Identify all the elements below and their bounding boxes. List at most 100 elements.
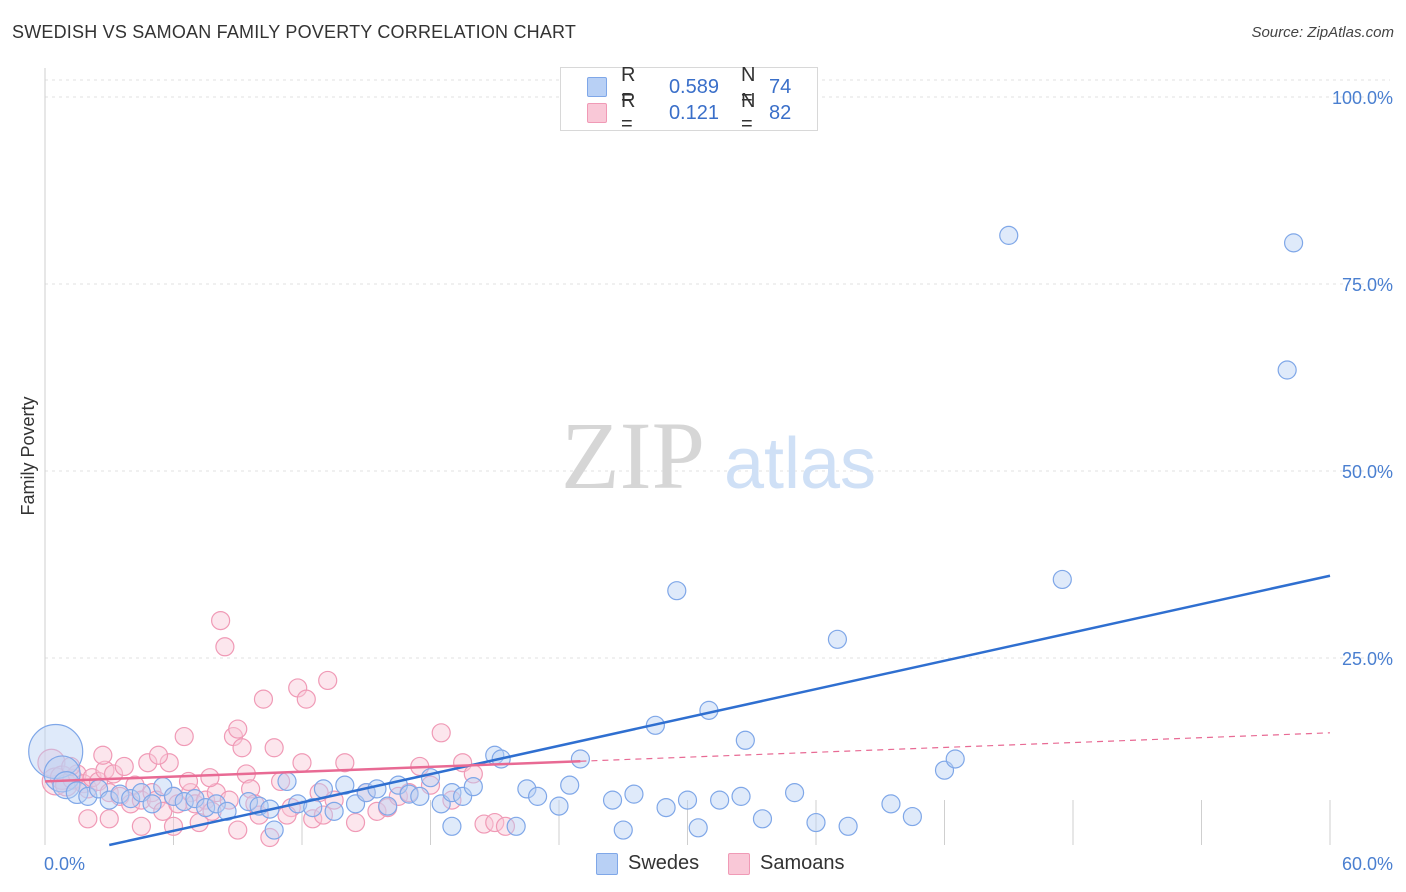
samoan-point — [303, 809, 323, 829]
legend-row-samoans: R = 0.121 N = 82 — [587, 90, 809, 135]
samoan-point — [232, 738, 252, 758]
legend-box: R = 0.589 N = 74 R = 0.121 N = 82 — [560, 64, 818, 135]
samoan-point — [148, 745, 169, 765]
legend-n-value: 82 — [769, 101, 792, 124]
swede-point — [688, 818, 708, 838]
swede-point — [410, 786, 430, 806]
watermark-atlas: atlas — [724, 424, 876, 504]
swede-point — [65, 781, 89, 805]
x-tick-label: 60.0% — [1342, 854, 1393, 874]
series-samoans — [37, 610, 516, 848]
trend-line-swedes — [108, 574, 1331, 847]
swede-point — [206, 794, 226, 814]
bottom-legend-label: Swedes — [628, 852, 700, 874]
swede-point — [1052, 569, 1072, 590]
samoan-point — [174, 726, 194, 747]
swede-point — [506, 816, 526, 836]
samoan-point — [296, 689, 316, 709]
trend-lines — [44, 574, 1331, 847]
legend-r-value: 0.121 — [668, 101, 719, 124]
samoan-point — [114, 756, 134, 777]
samoan-point — [292, 753, 312, 773]
legend-row-swedes: R = 0.589 N = 74 — [587, 64, 809, 109]
samoan-point — [313, 805, 334, 825]
swede-point — [78, 786, 98, 806]
swede-point — [667, 581, 687, 601]
swede-point — [277, 771, 297, 792]
samoan-point — [367, 801, 387, 821]
swede-point — [99, 790, 119, 810]
swede-point — [110, 784, 130, 804]
bottom-legend-swedes: Swedes — [596, 852, 699, 875]
swede-point — [945, 749, 965, 769]
swede-point — [735, 730, 755, 750]
bottom-swatch-samoans — [728, 852, 750, 875]
swede-point — [731, 786, 751, 806]
swede-point — [52, 771, 81, 800]
y-tick-label: 50.0% — [1342, 462, 1393, 482]
swede-point — [527, 786, 548, 806]
samoan-point — [99, 809, 119, 829]
swede-point — [442, 816, 462, 836]
swede-point — [517, 779, 537, 799]
samoan-point — [211, 610, 231, 631]
source-label: Source: ZipAtlas.com — [1251, 24, 1394, 41]
legend-swatch-samoans — [587, 103, 607, 123]
samoan-point — [318, 670, 338, 691]
y-tick-label: 25.0% — [1342, 649, 1393, 669]
swede-point — [121, 789, 141, 809]
samoan-point — [228, 820, 248, 840]
samoan-point — [345, 812, 366, 833]
swede-point — [560, 775, 580, 795]
grid-lines — [45, 79, 1390, 659]
chart-title: SWEDISH VS SAMOAN FAMILY POVERTY CORRELA… — [12, 22, 577, 42]
swede-point — [784, 783, 805, 803]
swede-point — [752, 809, 773, 829]
swede-point — [827, 629, 848, 649]
swede-point — [710, 790, 730, 810]
swede-point — [174, 792, 194, 812]
swede-point — [999, 225, 1019, 245]
axes — [44, 68, 1331, 845]
tick-labels: 100.0% 75.0% 50.0% 25.0% 0.0% 60.0% — [44, 88, 1393, 874]
legend-n-label: N = — [741, 90, 756, 135]
samoan-point — [264, 738, 284, 758]
bottom-legend-label: Samoans — [760, 852, 845, 874]
legend-r-label: R = — [621, 90, 636, 135]
legend-n-label: N = — [741, 64, 756, 109]
legend-r-value: 0.589 — [668, 75, 719, 98]
y-tick-label: 100.0% — [1332, 88, 1393, 108]
samoan-point — [335, 753, 355, 773]
samoan-point — [93, 745, 113, 765]
trend-line-samoans-extension — [580, 732, 1331, 762]
y-tick-label: 75.0% — [1342, 275, 1393, 295]
legend-n-value: 74 — [769, 75, 792, 98]
swede-point — [656, 797, 676, 818]
x-tick-label: 0.0% — [44, 854, 85, 874]
samoan-point — [485, 812, 505, 833]
swede-point — [570, 749, 591, 769]
swede-point — [838, 816, 858, 836]
swede-point — [677, 790, 698, 810]
watermark: ZIP atlas — [561, 402, 876, 509]
swede-point — [196, 797, 216, 818]
watermark-zip: ZIP — [561, 402, 705, 509]
swede-point — [264, 820, 284, 840]
swede-point — [28, 723, 84, 780]
legend-r-label: R = — [621, 64, 636, 109]
swede-point — [453, 786, 473, 806]
swede-point — [463, 777, 483, 797]
samoan-point — [228, 719, 248, 739]
swede-point — [613, 820, 633, 840]
swede-point — [324, 801, 344, 821]
swede-point — [549, 796, 569, 816]
legend-swatch-swedes — [587, 77, 607, 97]
trend-line-samoans — [44, 759, 581, 783]
samoan-point — [253, 689, 274, 709]
swede-point — [238, 792, 259, 812]
samoan-point — [159, 753, 179, 773]
swede-point — [902, 806, 922, 827]
samoan-point — [442, 790, 462, 810]
swede-point — [602, 790, 623, 810]
